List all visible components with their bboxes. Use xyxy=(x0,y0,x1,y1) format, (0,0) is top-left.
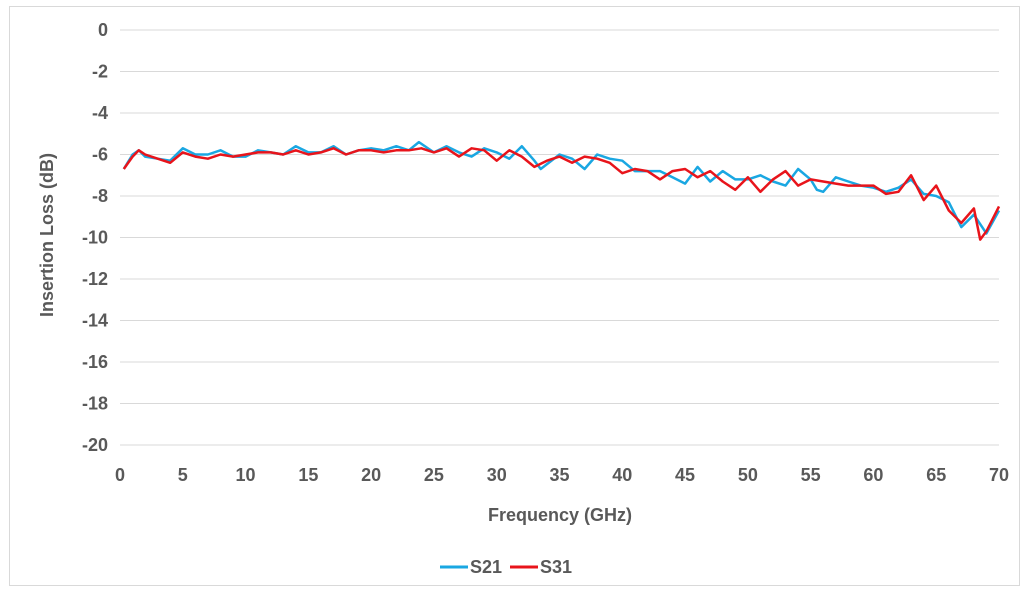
gridlines xyxy=(120,29,999,446)
y-tick-label: 0 xyxy=(98,20,108,40)
x-tick-label: 60 xyxy=(863,465,883,485)
x-tick-label: 20 xyxy=(361,465,381,485)
x-tick-label: 45 xyxy=(675,465,695,485)
x-tick-label: 50 xyxy=(738,465,758,485)
y-tick-labels: 0 -2 -4 -6 -8 -10 -12 -14 -16 -18 -20 xyxy=(82,20,108,455)
x-tick-labels: 0 5 10 15 20 25 30 35 40 45 50 55 60 65 70 xyxy=(115,465,1009,485)
x-tick-label: 35 xyxy=(549,465,569,485)
y-tick-label: -4 xyxy=(92,103,108,123)
chart-frame: 0 -2 -4 -6 -8 -10 -12 -14 -16 -18 -20 0 5 10 15 20 25 30… xyxy=(9,6,1020,586)
x-tick-label: 30 xyxy=(487,465,507,485)
series-lines xyxy=(122,140,1001,241)
y-tick-label: -20 xyxy=(82,435,108,455)
x-tick-label: 15 xyxy=(298,465,318,485)
x-tick-label: 10 xyxy=(236,465,256,485)
y-tick-label: -10 xyxy=(82,228,108,248)
y-tick-label: -14 xyxy=(82,311,108,331)
series-line-s31 xyxy=(122,147,1001,241)
y-tick-label: -2 xyxy=(92,62,108,82)
x-tick-label: 65 xyxy=(926,465,946,485)
y-tick-label: -16 xyxy=(82,352,108,372)
x-tick-label: 0 xyxy=(115,465,125,485)
x-tick-label: 40 xyxy=(612,465,632,485)
x-tick-label: 5 xyxy=(178,465,188,485)
x-tick-label: 70 xyxy=(989,465,1009,485)
x-tick-label: 55 xyxy=(801,465,821,485)
y-axis-label: Insertion Loss (dB) xyxy=(37,153,57,317)
series-line-s21 xyxy=(122,140,1001,235)
legend-label-s31: S31 xyxy=(540,557,572,577)
y-tick-label: -6 xyxy=(92,145,108,165)
y-tick-label: -18 xyxy=(82,394,108,414)
legend: S21 S31 xyxy=(440,557,572,577)
line-chart: 0 -2 -4 -6 -8 -10 -12 -14 -16 -18 -20 0 5 10 15 20 25 30… xyxy=(37,20,1009,577)
y-tick-label: -8 xyxy=(92,186,108,206)
x-axis-label: Frequency (GHz) xyxy=(488,505,632,525)
y-tick-label: -12 xyxy=(82,269,108,289)
x-tick-label: 25 xyxy=(424,465,444,485)
legend-label-s21: S21 xyxy=(470,557,502,577)
